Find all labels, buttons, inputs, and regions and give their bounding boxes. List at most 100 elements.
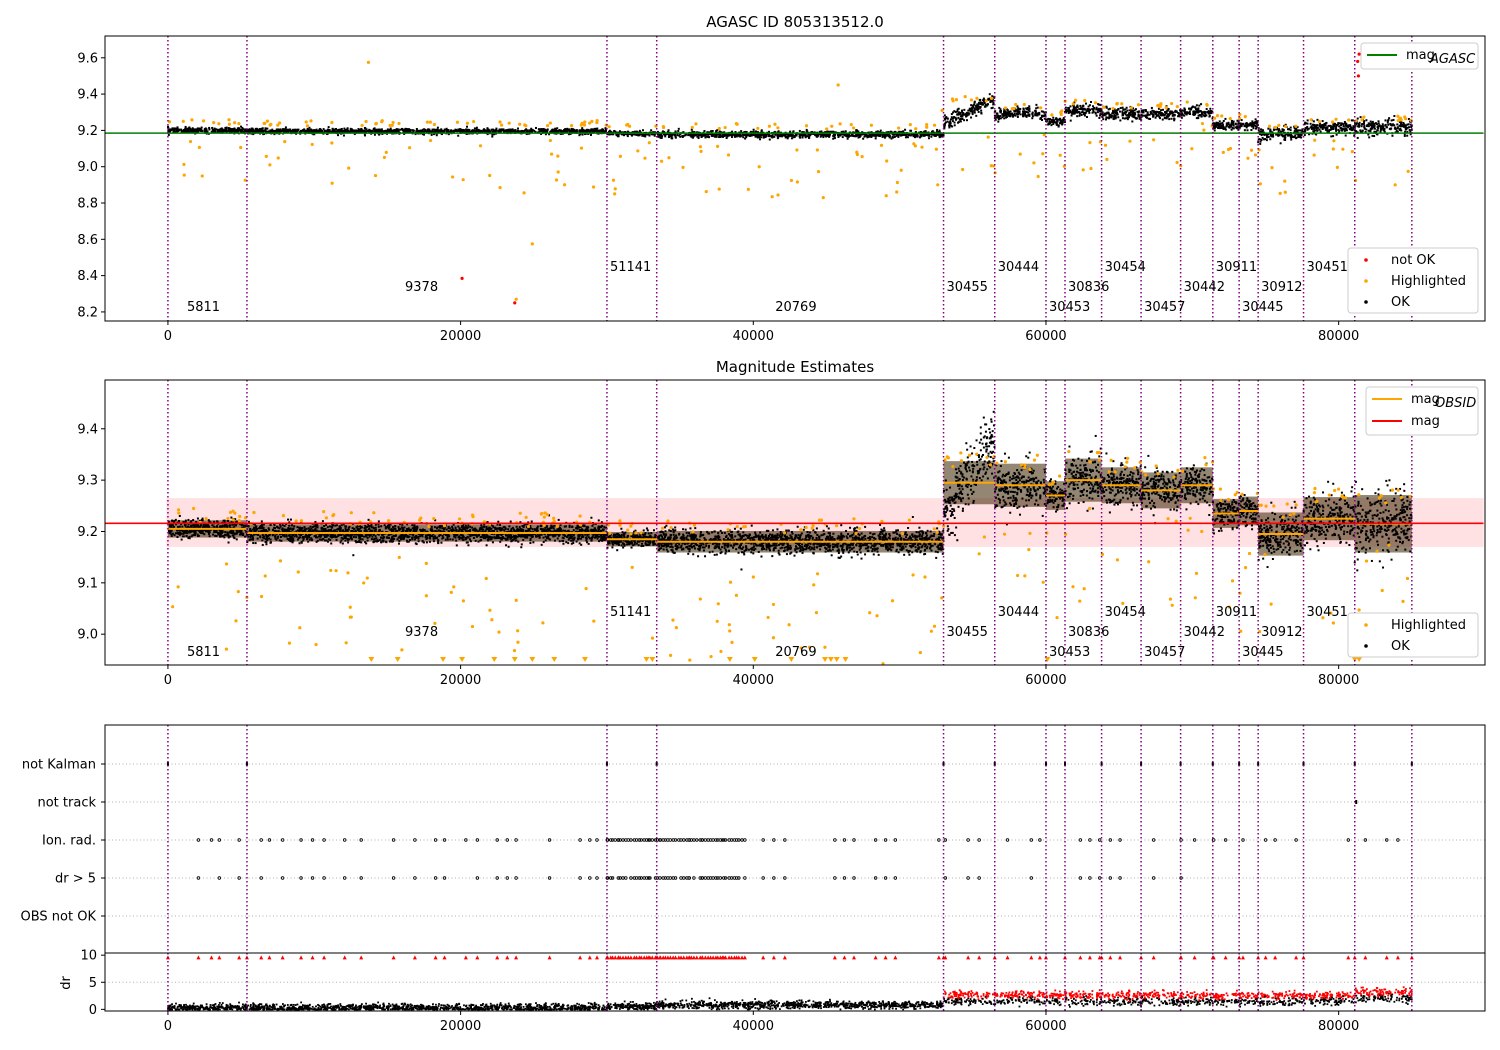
panel1-ok-point [195, 129, 198, 132]
panel1-ok-point [867, 135, 870, 138]
panel1-highlighted-point [276, 123, 280, 127]
panel1-ok-point [248, 128, 251, 131]
panel1-ok-point [911, 132, 914, 135]
panel1-ok-point [349, 129, 352, 132]
panel2-ok-point [232, 536, 235, 539]
panel1-ok-point [1076, 111, 1079, 114]
panel1-ok-point [1309, 122, 1312, 125]
panel1-ok-point [392, 129, 395, 132]
panel2-ok-point [180, 538, 183, 541]
panel1-highlighted-point [217, 122, 221, 126]
panel1-highlighted-point [1403, 115, 1407, 119]
panel1-highlighted-point [989, 96, 994, 100]
panel1-ok-point [1161, 118, 1164, 121]
panel1-ok-point [1367, 129, 1370, 132]
panel2-ok-point [183, 531, 186, 534]
panel1-highlighted-point [717, 126, 721, 131]
panel1-ok-point [307, 129, 310, 132]
panel1-ok-point [534, 126, 537, 129]
panel1-highlighted-point [884, 194, 888, 198]
panel1-ok-point [928, 134, 931, 137]
panel1-ok-point [618, 130, 621, 133]
panel1-ok-point [1097, 103, 1100, 106]
panel1-ok-point [1031, 111, 1034, 114]
panel1-highlighted-point [1278, 191, 1282, 195]
panel2-ok-point [192, 519, 195, 522]
panel1-ok-point [1218, 120, 1221, 123]
panel1-ok-point [804, 134, 807, 137]
panel1-highlighted-point [201, 119, 206, 123]
panel1-ok-point [1092, 109, 1095, 112]
panel1-ok-point [759, 133, 762, 136]
panel1-ok-point [1360, 125, 1363, 128]
panel1-ok-point [954, 116, 957, 119]
panel1-highlighted-point [373, 173, 378, 178]
panel1-highlighted-point [1406, 169, 1410, 173]
panel1-highlighted-point [499, 123, 504, 127]
panel1-legend-label: not OK [1391, 253, 1436, 268]
panel1-ok-point [671, 132, 674, 135]
panel1-highlighted-point [1253, 153, 1258, 157]
panel1-ok-point [1376, 129, 1379, 132]
panel2-ok-point [223, 519, 226, 522]
panel1-ok-point [1016, 110, 1019, 113]
panel1-highlighted-point [472, 119, 476, 124]
panel1-highlighted-point [309, 119, 313, 123]
panel1-ok-point [411, 129, 414, 132]
panel1-highlighted-point [1042, 133, 1046, 137]
panel1-ok-point [998, 106, 1001, 109]
panel1-ok-point [912, 135, 915, 138]
panel1-highlighted-point [969, 98, 974, 102]
panel1-ok-point [1014, 109, 1017, 112]
panel1-highlighted-point [838, 122, 842, 126]
panel1-ok-point [921, 133, 924, 136]
panel1-ok-point [505, 129, 508, 132]
panel1-ok-point [1122, 114, 1125, 117]
panel1-ok-point [1055, 118, 1058, 121]
panel1-ok-point [1073, 112, 1076, 115]
panel1-ok-point [1319, 130, 1322, 133]
panel1-ok-point [776, 135, 779, 138]
panel1-highlighted-point [723, 125, 727, 130]
panel1-highlighted-point [1360, 118, 1364, 122]
panel1-ok-point [744, 137, 747, 140]
panel1-ok-point [976, 106, 979, 109]
panel1-ok-point [1076, 104, 1079, 107]
panel1-highlighted-point [305, 124, 310, 128]
panel1-ok-point [857, 130, 860, 133]
panel1-ok-point [284, 126, 287, 129]
panel1-ok-point [824, 131, 827, 134]
panel1-ok-point [593, 130, 596, 133]
panel1-highlighted-point [1083, 98, 1087, 103]
panel1-ok-point [1221, 121, 1224, 124]
panel1-ok-point [1099, 109, 1102, 112]
panel1-ok-point [644, 135, 647, 138]
panel1-ok-point [730, 136, 733, 139]
panel2-ok-point [184, 525, 187, 528]
panel1-highlighted-point [1220, 114, 1224, 118]
panel1-ok-point [293, 129, 296, 132]
panel1-ok-point [815, 135, 818, 138]
panel1-ok-point [792, 136, 795, 139]
panel1-ok-point [1342, 125, 1345, 128]
panel1-ok-point [946, 120, 949, 123]
panel1-obsid-label: 9378 [405, 280, 438, 295]
panel1-ok-point [631, 133, 634, 136]
panel1-ok-point [1133, 109, 1136, 112]
panel1-ok-point [1288, 128, 1291, 131]
panel1-ok-point [621, 133, 624, 136]
panel1-ok-point [710, 134, 713, 137]
panel1-ok-point [1093, 107, 1096, 110]
panel1-ok-point [725, 134, 728, 137]
panel1-highlighted-point [465, 121, 469, 125]
panel1-highlighted-point [374, 122, 378, 126]
panel1-ok-point [1232, 123, 1235, 126]
panel1-highlighted-point [498, 120, 502, 124]
panel1-ok-point [1077, 110, 1080, 113]
panel1-ok-point [264, 127, 267, 130]
panel1-ok-point [764, 135, 767, 138]
panel1-ok-point [953, 116, 956, 119]
panel1-ok-point [427, 128, 430, 131]
panel1-ok-point [996, 116, 999, 119]
panel2-ok-point [190, 535, 193, 538]
